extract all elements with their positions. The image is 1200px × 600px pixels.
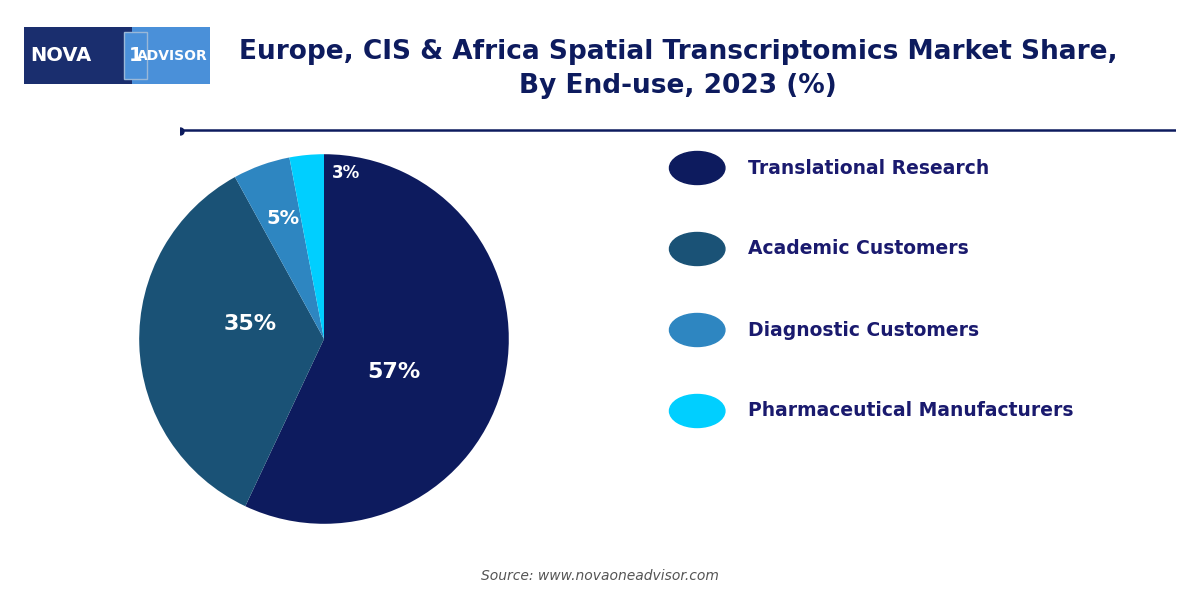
Text: Pharmaceutical Manufacturers: Pharmaceutical Manufacturers bbox=[748, 401, 1073, 421]
Bar bbox=[24, 27, 132, 84]
Text: Source: www.novaoneadvisor.com: Source: www.novaoneadvisor.com bbox=[481, 569, 719, 583]
Wedge shape bbox=[245, 154, 509, 524]
Circle shape bbox=[670, 313, 725, 346]
Circle shape bbox=[670, 151, 725, 185]
Bar bbox=[132, 27, 210, 84]
Circle shape bbox=[670, 232, 725, 265]
Text: ADVISOR: ADVISOR bbox=[138, 49, 208, 62]
Wedge shape bbox=[235, 157, 324, 339]
Text: 1: 1 bbox=[128, 46, 143, 65]
Wedge shape bbox=[139, 177, 324, 506]
Text: 3%: 3% bbox=[332, 164, 360, 182]
Text: 5%: 5% bbox=[266, 209, 300, 229]
Text: Academic Customers: Academic Customers bbox=[748, 239, 968, 259]
Text: 35%: 35% bbox=[223, 314, 277, 334]
Bar bbox=[125, 32, 146, 79]
Text: 57%: 57% bbox=[367, 362, 421, 382]
Text: Translational Research: Translational Research bbox=[748, 158, 989, 178]
Text: NOVA: NOVA bbox=[30, 46, 92, 65]
Text: Diagnostic Customers: Diagnostic Customers bbox=[748, 320, 979, 340]
Text: Europe, CIS & Africa Spatial Transcriptomics Market Share,
By End-use, 2023 (%): Europe, CIS & Africa Spatial Transcripto… bbox=[239, 39, 1117, 99]
Wedge shape bbox=[289, 154, 324, 339]
Circle shape bbox=[670, 395, 725, 427]
